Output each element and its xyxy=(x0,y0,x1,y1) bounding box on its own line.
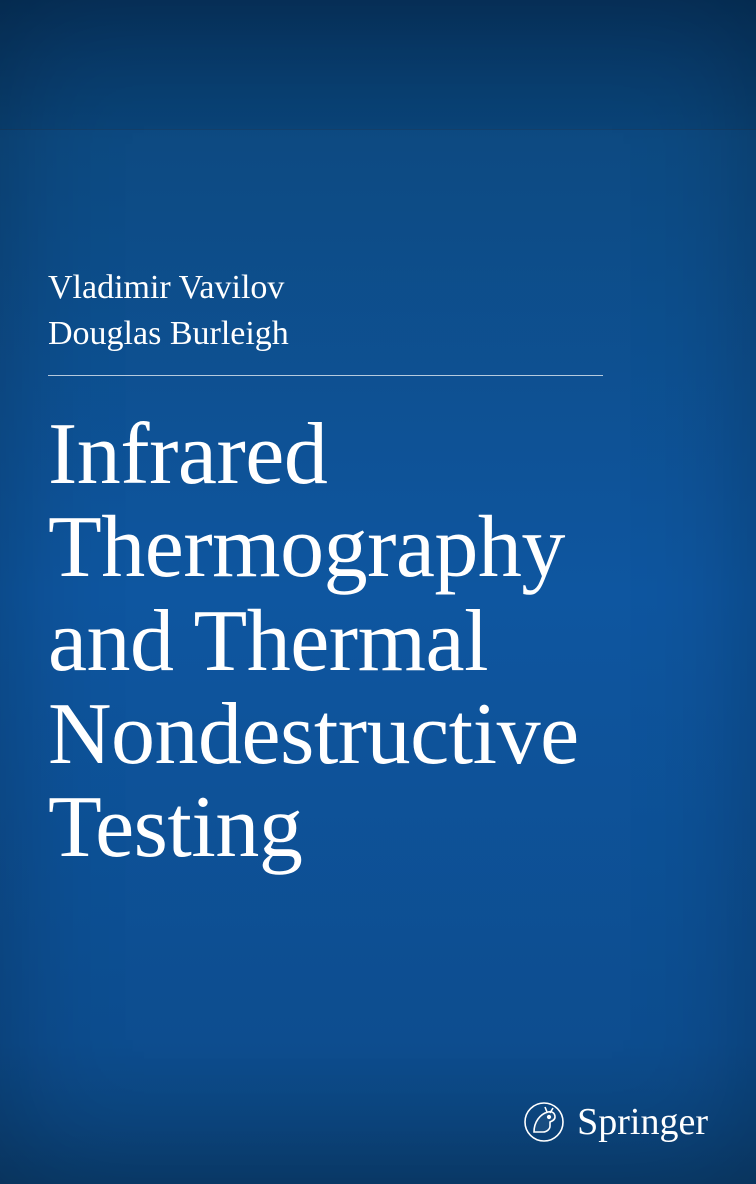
top-band xyxy=(0,0,756,130)
title-line: Infrared xyxy=(48,408,708,501)
author-name: Douglas Burleigh xyxy=(48,311,289,357)
springer-horse-icon xyxy=(523,1098,565,1146)
title-line: Thermography xyxy=(48,501,708,594)
publisher-name: Springer xyxy=(577,1100,708,1144)
title-line: and Thermal xyxy=(48,595,708,688)
title-line: Testing xyxy=(48,781,708,874)
divider-rule xyxy=(48,375,603,376)
book-cover: Vladimir Vavilov Douglas Burleigh Infrar… xyxy=(0,0,756,1184)
authors-block: Vladimir Vavilov Douglas Burleigh xyxy=(48,265,289,357)
author-name: Vladimir Vavilov xyxy=(48,265,289,311)
publisher-block: Springer xyxy=(523,1098,708,1146)
title-line: Nondestructive xyxy=(48,688,708,781)
book-title: Infrared Thermography and Thermal Nondes… xyxy=(48,408,708,874)
